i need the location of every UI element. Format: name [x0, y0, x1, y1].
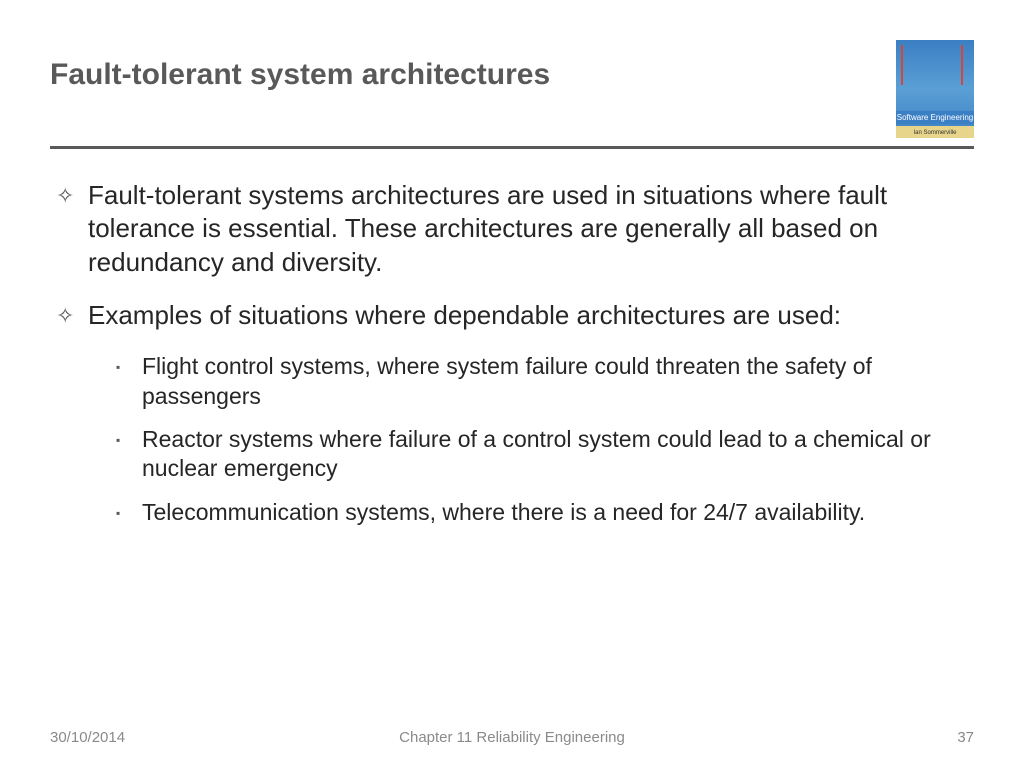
- square-bullet-icon: ▪: [116, 352, 142, 375]
- sub-bullet-list: ▪ Flight control systems, where system f…: [116, 352, 974, 527]
- bullet-main: ✧ Fault-tolerant systems architectures a…: [56, 179, 974, 279]
- sub-bullet-text: Flight control systems, where system fai…: [142, 352, 974, 411]
- book-title-label: Software Engineering: [896, 111, 974, 124]
- footer-page-number: 37: [957, 729, 974, 746]
- bullet-sub: ▪ Reactor systems where failure of a con…: [116, 425, 974, 484]
- footer-chapter: Chapter 11 Reliability Engineering: [399, 729, 625, 746]
- sub-bullet-text: Reactor systems where failure of a contr…: [142, 425, 974, 484]
- footer-date: 30/10/2014: [50, 729, 125, 746]
- book-author-label: Ian Sommerville: [896, 126, 974, 138]
- book-cover-image: Software Engineering Ian Sommerville: [896, 40, 974, 138]
- diamond-bullet-icon: ✧: [56, 179, 88, 210]
- bullet-sub: ▪ Flight control systems, where system f…: [116, 352, 974, 411]
- header-row: Fault-tolerant system architectures Soft…: [50, 40, 974, 138]
- title-divider: [50, 146, 974, 149]
- sub-bullet-text: Telecommunication systems, where there i…: [142, 498, 974, 527]
- slide-title: Fault-tolerant system architectures: [50, 40, 550, 92]
- square-bullet-icon: ▪: [116, 498, 142, 521]
- content-area: ✧ Fault-tolerant systems architectures a…: [50, 179, 974, 527]
- square-bullet-icon: ▪: [116, 425, 142, 448]
- diamond-bullet-icon: ✧: [56, 299, 88, 330]
- slide-footer: 30/10/2014 Chapter 11 Reliability Engine…: [50, 729, 974, 746]
- bullet-sub: ▪ Telecommunication systems, where there…: [116, 498, 974, 527]
- bullet-text: Examples of situations where dependable …: [88, 299, 974, 332]
- bullet-main: ✧ Examples of situations where dependabl…: [56, 299, 974, 332]
- bullet-text: Fault-tolerant systems architectures are…: [88, 179, 974, 279]
- slide-container: Fault-tolerant system architectures Soft…: [0, 0, 1024, 768]
